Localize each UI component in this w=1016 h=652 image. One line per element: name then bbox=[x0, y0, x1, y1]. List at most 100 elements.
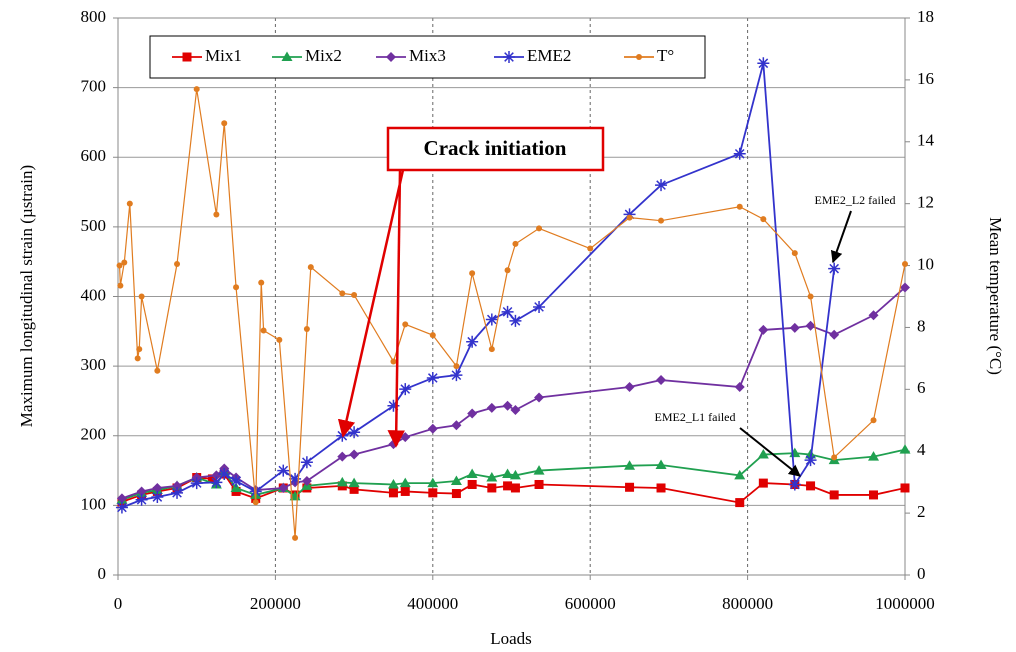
marker bbox=[427, 423, 438, 434]
marker bbox=[760, 216, 767, 223]
marker bbox=[213, 211, 220, 218]
marker bbox=[869, 490, 879, 500]
marker bbox=[831, 454, 838, 461]
marker bbox=[450, 475, 462, 486]
marker bbox=[190, 477, 203, 490]
marker bbox=[399, 477, 411, 488]
marker bbox=[533, 300, 546, 313]
marker bbox=[488, 346, 495, 353]
marker bbox=[117, 282, 124, 289]
marker bbox=[807, 293, 814, 300]
x-tick-label: 1000000 bbox=[875, 594, 935, 613]
arrow bbox=[830, 210, 852, 264]
marker bbox=[450, 369, 463, 382]
marker bbox=[115, 501, 128, 514]
marker bbox=[828, 262, 841, 275]
marker bbox=[735, 498, 745, 508]
marker bbox=[252, 499, 259, 506]
marker bbox=[624, 460, 636, 470]
marker bbox=[134, 355, 141, 362]
marker bbox=[230, 475, 243, 488]
marker bbox=[116, 262, 123, 269]
y2-tick-label: 18 bbox=[917, 7, 934, 26]
marker bbox=[400, 486, 410, 496]
marker bbox=[292, 534, 299, 541]
marker bbox=[277, 464, 290, 477]
marker bbox=[210, 476, 223, 489]
y2-axis-label: Mean temperature (°C) bbox=[986, 217, 1005, 375]
marker bbox=[804, 454, 817, 467]
marker bbox=[534, 479, 544, 489]
marker bbox=[805, 320, 816, 331]
marker bbox=[151, 491, 164, 504]
marker bbox=[116, 493, 127, 504]
marker bbox=[501, 305, 514, 318]
marker bbox=[829, 329, 840, 340]
marker bbox=[466, 335, 479, 348]
marker bbox=[276, 336, 283, 343]
marker bbox=[486, 472, 498, 482]
marker bbox=[174, 261, 181, 268]
y2-tick-label: 14 bbox=[917, 131, 935, 150]
marker bbox=[587, 245, 594, 252]
legend-label: Mix2 bbox=[305, 46, 342, 65]
marker bbox=[900, 483, 910, 493]
marker bbox=[218, 468, 231, 481]
marker bbox=[154, 367, 161, 374]
marker bbox=[337, 451, 348, 462]
marker bbox=[386, 52, 396, 62]
y2-tick-label: 4 bbox=[917, 440, 926, 459]
marker bbox=[503, 51, 515, 63]
annotation-box bbox=[386, 126, 605, 172]
marker bbox=[504, 267, 511, 274]
y2-tick-label: 6 bbox=[917, 378, 926, 397]
marker bbox=[623, 208, 636, 221]
y2-tick-label: 16 bbox=[917, 69, 934, 88]
arrow bbox=[337, 169, 405, 438]
marker bbox=[466, 468, 478, 479]
marker bbox=[349, 449, 360, 460]
marker bbox=[348, 426, 361, 439]
marker bbox=[658, 217, 665, 224]
x-axis-label: Loads bbox=[490, 629, 532, 648]
marker bbox=[788, 478, 801, 491]
marker bbox=[388, 488, 398, 498]
marker bbox=[655, 179, 668, 192]
y2-tick-label: 0 bbox=[917, 564, 926, 583]
marker bbox=[656, 483, 666, 493]
marker bbox=[829, 490, 839, 500]
marker bbox=[400, 432, 411, 443]
marker bbox=[126, 200, 133, 207]
y-tick-label: 400 bbox=[81, 285, 107, 304]
marker bbox=[152, 482, 163, 493]
marker bbox=[171, 486, 184, 499]
marker bbox=[387, 399, 400, 412]
x-tick-label: 800000 bbox=[722, 594, 773, 613]
y2-tick-label: 8 bbox=[917, 316, 926, 335]
marker bbox=[136, 486, 147, 497]
marker bbox=[303, 325, 310, 332]
arrow bbox=[739, 427, 801, 477]
marker bbox=[349, 484, 359, 494]
x-tick-label: 600000 bbox=[565, 594, 616, 613]
marker bbox=[902, 261, 908, 268]
marker bbox=[260, 327, 267, 334]
marker bbox=[281, 51, 293, 61]
marker bbox=[486, 402, 497, 413]
marker bbox=[733, 147, 746, 160]
marker bbox=[289, 472, 302, 485]
y-tick-label: 0 bbox=[98, 564, 107, 583]
marker bbox=[336, 476, 348, 487]
marker bbox=[510, 483, 520, 493]
marker bbox=[502, 468, 514, 479]
marker bbox=[509, 469, 521, 480]
y-tick-label: 100 bbox=[81, 494, 107, 513]
marker bbox=[467, 479, 477, 489]
annotation: EME2_L1 failed bbox=[655, 410, 736, 424]
marker bbox=[467, 408, 478, 419]
marker bbox=[387, 478, 399, 489]
marker bbox=[487, 483, 497, 493]
marker bbox=[402, 321, 409, 328]
y2-tick-label: 12 bbox=[917, 193, 934, 212]
y-tick-label: 300 bbox=[81, 355, 107, 374]
